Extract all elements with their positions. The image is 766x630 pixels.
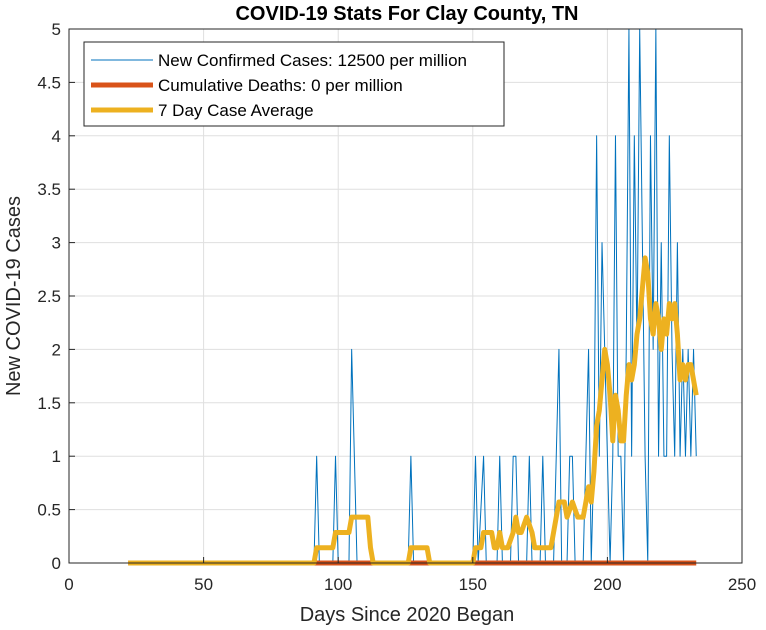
- x-tick-label: 150: [459, 575, 487, 594]
- legend-label-deaths: Cumulative Deaths: 0 per million: [158, 76, 403, 95]
- legend-box: [83, 41, 505, 127]
- ticks: 0 50 100 150 200 250 0 0.5 1 1.5 2 2.5 3 3.5 4 4.5 5: [37, 20, 756, 594]
- y-tick-label: 3.5: [37, 180, 61, 199]
- x-tick-label: 100: [324, 575, 352, 594]
- y-tick-label: 4.5: [37, 73, 61, 92]
- legend: New Confirmed Cases: 12500 per million C…: [83, 41, 505, 127]
- y-tick-label: 5: [52, 20, 61, 39]
- legend-label-average: 7 Day Case Average: [158, 101, 314, 120]
- y-tick-label: 1: [52, 447, 61, 466]
- x-tick-label: 0: [64, 575, 73, 594]
- y-tick-label: 3: [52, 234, 61, 253]
- y-axis-label: New COVID-19 Cases: [3, 196, 25, 396]
- y-tick-label: 0.5: [37, 501, 61, 520]
- x-axis-label: Days Since 2020 Began: [300, 604, 515, 626]
- y-tick-label: 2.5: [37, 287, 61, 306]
- y-tick-label: 1.5: [37, 394, 61, 413]
- y-tick-label: 0: [52, 554, 61, 573]
- x-tick-label: 200: [593, 575, 621, 594]
- x-tick-label: 250: [728, 575, 756, 594]
- legend-label-cases: New Confirmed Cases: 12500 per million: [158, 51, 467, 70]
- chart-title: COVID-19 Stats For Clay County, TN: [235, 3, 578, 25]
- x-tick-label: 50: [194, 575, 213, 594]
- y-tick-label: 4: [52, 127, 61, 146]
- y-tick-label: 2: [52, 340, 61, 359]
